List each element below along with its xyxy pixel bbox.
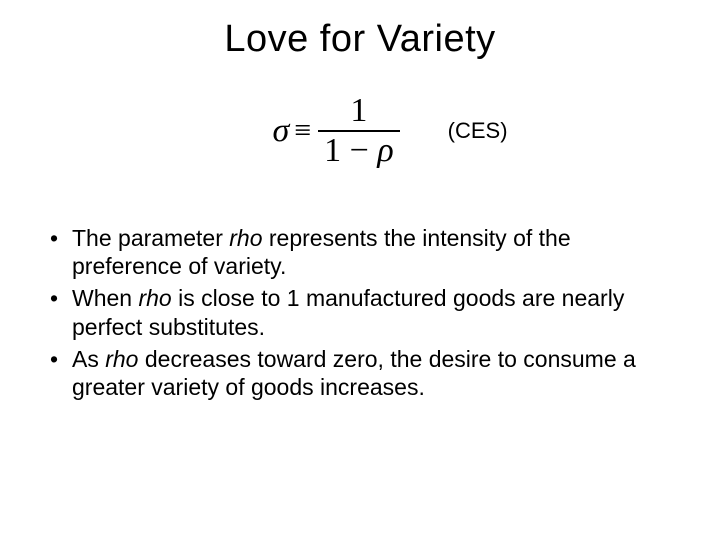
list-item: The parameter rho represents the intensi… xyxy=(46,224,674,280)
bullet-italic: rho xyxy=(138,285,171,311)
bullet-italic: rho xyxy=(229,225,262,251)
slide: Love for Variety σ ≡ 1 1 − ρ (CES) The p… xyxy=(0,0,720,540)
sigma-symbol: σ xyxy=(272,112,289,150)
bullet-list: The parameter rho represents the intensi… xyxy=(46,224,674,400)
list-item: As rho decreases toward zero, the desire… xyxy=(46,345,674,401)
denominator-prefix: 1 − xyxy=(324,132,377,169)
ces-label: (CES) xyxy=(448,118,508,144)
identical-to-symbol: ≡ xyxy=(294,114,311,148)
list-item: When rho is close to 1 manufactured good… xyxy=(46,284,674,340)
ces-formula: σ ≡ 1 1 − ρ xyxy=(272,93,399,168)
fraction: 1 1 − ρ xyxy=(318,93,400,168)
bullet-text: decreases toward zero, the desire to con… xyxy=(72,346,636,400)
bullet-text: The parameter xyxy=(72,225,229,251)
slide-title: Love for Variety xyxy=(0,0,720,61)
denominator: 1 − ρ xyxy=(318,132,400,169)
numerator: 1 xyxy=(344,93,373,130)
formula-row: σ ≡ 1 1 − ρ (CES) xyxy=(0,93,720,168)
bullet-text: As xyxy=(72,346,105,372)
bullet-text: When xyxy=(72,285,138,311)
rho-symbol: ρ xyxy=(377,132,393,169)
bullet-italic: rho xyxy=(105,346,138,372)
